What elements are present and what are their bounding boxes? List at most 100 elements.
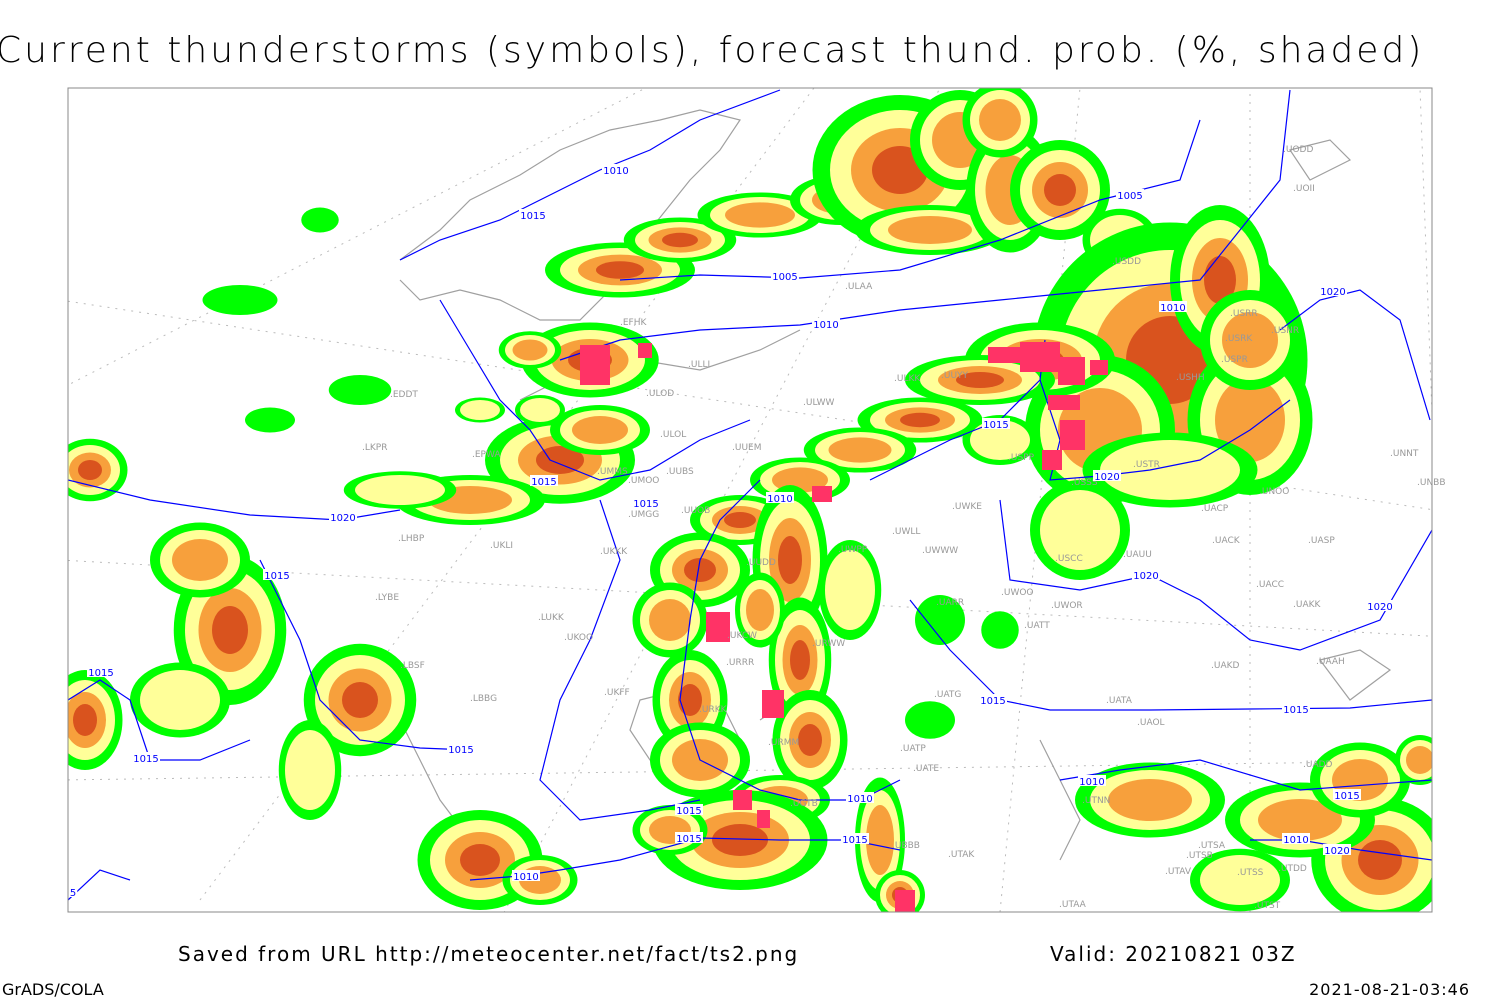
isobar-label-bg	[846, 792, 874, 803]
probability-blob	[355, 475, 445, 505]
isobar-line	[909, 599, 1432, 711]
isobar-label-bg	[1159, 301, 1187, 312]
station-label: .UTST	[1254, 901, 1281, 911]
station-label: .UATA	[1106, 696, 1133, 706]
coastline	[1289, 139, 1352, 181]
station-label: .UWKE	[952, 502, 982, 512]
isobar-label: 1010	[513, 872, 538, 883]
probability-blob	[328, 375, 392, 405]
station-label: .UTAA	[1059, 900, 1087, 910]
graticule-line	[68, 300, 1432, 511]
valid-time: Valid: 20210821 03Z	[1050, 942, 1297, 966]
thunderstorm-symbol	[1060, 420, 1085, 450]
thunderstorm-symbol	[1042, 450, 1062, 470]
isobar-label-bg	[1366, 600, 1394, 611]
station-label: .LBSF	[400, 661, 425, 671]
station-label: .UTAK	[948, 850, 975, 860]
station-label: .UADD	[1303, 760, 1333, 770]
thunderstorm-symbol	[706, 612, 730, 642]
station-label: .ULLI	[688, 360, 710, 370]
probability-blob	[1100, 440, 1240, 500]
station-label: .UTSS	[1237, 868, 1264, 878]
coastline	[399, 109, 741, 321]
source-url: Saved from URL http://meteocenter.net/fa…	[178, 942, 800, 966]
probability-blob	[572, 416, 628, 444]
isobar-label-bg	[1282, 833, 1310, 844]
thunderstorm-symbol	[1020, 342, 1060, 372]
isobar-label-bg	[841, 833, 869, 844]
station-label: .UTNN	[1082, 796, 1110, 806]
isobar-label: 1020	[1133, 571, 1158, 582]
station-label: .USNR	[1271, 326, 1299, 336]
station-label: .UASP	[1308, 536, 1335, 546]
graticule-line	[68, 88, 647, 386]
isobar-line	[68, 869, 131, 901]
probability-blob	[342, 682, 378, 718]
probability-blob	[678, 684, 702, 716]
probability-blob	[790, 640, 810, 680]
station-label: .UMMS	[597, 467, 628, 477]
station-label: .UATG	[934, 690, 961, 700]
isobar-line	[68, 479, 401, 521]
isobar-label-bg	[602, 164, 630, 175]
isobar-line	[619, 119, 1201, 281]
station-label: .ULOL	[660, 430, 686, 440]
probability-blob	[725, 202, 795, 228]
station-label: .UACC	[1256, 580, 1284, 590]
isobar-label: 1015	[520, 211, 545, 222]
station-label: .URMM	[768, 738, 799, 748]
station-label: .UMOO	[628, 476, 659, 486]
isobar-label-bg	[447, 743, 475, 754]
isobar-label: 1015	[842, 835, 867, 846]
station-label: .UKFF	[604, 688, 630, 698]
probability-blob	[1258, 799, 1342, 841]
thunderstorm-symbol	[1048, 395, 1080, 410]
thunderstorm-symbol	[812, 486, 832, 502]
probability-blob	[900, 412, 940, 428]
station-label: .UAAH	[1316, 657, 1345, 667]
probability-blob	[1358, 840, 1402, 880]
station-label: .UWPP	[838, 545, 868, 555]
station-label: .USPR	[1221, 355, 1248, 365]
isobar-line	[999, 499, 1432, 651]
station-label: .UWOR	[1051, 601, 1083, 611]
map-frame	[67, 87, 1433, 913]
thunderstorm-symbol	[1090, 360, 1108, 375]
station-label: .UODD	[1283, 145, 1313, 155]
probability-blob	[979, 99, 1021, 141]
isobar-label: 1015	[448, 745, 473, 756]
station-label: .LBBG	[470, 694, 497, 704]
isobar-label-bg	[766, 492, 794, 503]
station-label: .UOII	[1293, 184, 1315, 194]
probability-blob	[520, 398, 560, 422]
isobar-label: 1010	[603, 166, 628, 177]
isobar-label: 1015	[980, 696, 1005, 707]
probability-blob	[1108, 779, 1192, 821]
probability-blob	[212, 606, 248, 654]
thunderstorm-symbol	[988, 347, 1020, 363]
map-title: Current thunderstorms (symbols), forecas…	[0, 30, 1425, 71]
coastline	[1318, 649, 1392, 701]
station-label: .UWLL	[892, 527, 920, 537]
station-label: .EDDT	[390, 390, 418, 400]
station-label: .UAKD	[1211, 661, 1240, 671]
isobar-label-bg	[1093, 470, 1121, 481]
probability-blob	[1406, 746, 1432, 774]
station-label: .UNBB	[1417, 478, 1446, 488]
station-label: .UKOO	[564, 633, 593, 643]
station-label: .URKK	[699, 705, 728, 715]
thunderstorm-symbol	[757, 810, 770, 828]
isobar-labels: 1010 1015 1005 1010 1005 1010 1020 1015 1020 1015…	[68, 164, 1394, 899]
generated-timestamp: 2021-08-21-03:46	[1309, 980, 1470, 999]
probability-blob	[1222, 312, 1278, 368]
isobar-line	[439, 299, 751, 481]
station-label: .ULWW	[803, 398, 835, 408]
isobar-label-bg	[982, 418, 1010, 429]
station-label: .URRR	[726, 658, 754, 668]
thunderstorm-symbol	[895, 890, 915, 912]
station-labels: .EFHK .ULLI .ULOD .ULOL .EPWA .EDDT .UMMS.UMOO…	[362, 145, 1446, 911]
probability-blob	[956, 372, 1004, 388]
station-label: .EPWA	[472, 450, 501, 460]
probability-blob	[1200, 855, 1280, 905]
